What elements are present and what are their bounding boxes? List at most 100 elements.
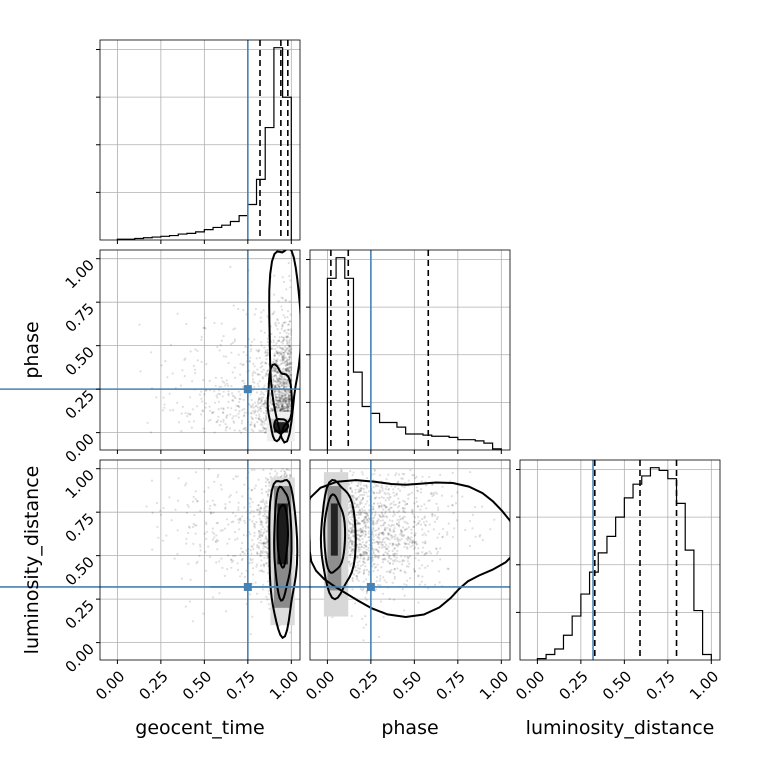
sample-point: [203, 393, 206, 396]
sample-point: [287, 398, 290, 401]
sample-point: [261, 429, 264, 432]
sample-point: [357, 482, 360, 485]
sample-point: [414, 533, 417, 537]
sample-point: [378, 532, 381, 535]
sample-point: [431, 513, 434, 516]
sample-point: [360, 487, 363, 490]
sample-point: [275, 377, 279, 380]
sample-point: [385, 581, 388, 584]
sample-point: [424, 523, 427, 526]
sample-point: [393, 560, 396, 563]
sample-point: [212, 511, 215, 514]
sample-point: [384, 526, 387, 529]
sample-point: [176, 529, 179, 532]
sample-point: [416, 505, 420, 508]
sample-point: [359, 529, 362, 532]
sample-point: [416, 543, 419, 546]
sample-point: [278, 399, 281, 402]
sample-point: [421, 575, 424, 578]
sample-point: [281, 379, 284, 382]
sample-point: [349, 556, 352, 559]
sample-point: [284, 329, 287, 332]
sample-point: [348, 536, 351, 539]
sample-point: [252, 522, 255, 525]
sample-point: [395, 523, 398, 526]
sample-point: [289, 361, 292, 364]
sample-point: [413, 540, 416, 543]
sample-point: [159, 509, 162, 512]
sample-point: [356, 521, 359, 524]
histogram-phase: [306, 249, 511, 454]
sample-point: [426, 564, 429, 568]
sample-point: [249, 505, 252, 508]
sample-point: [399, 533, 402, 536]
sample-point: [281, 308, 284, 311]
sample-point: [371, 558, 375, 562]
sample-point: [379, 519, 382, 522]
sample-point: [269, 472, 272, 475]
sample-point: [274, 384, 277, 387]
sample-point: [198, 554, 201, 557]
sample-point: [404, 542, 407, 545]
sample-point: [391, 542, 394, 545]
sample-point: [388, 508, 391, 511]
sample-point: [218, 424, 221, 427]
sample-point: [349, 538, 352, 541]
sample-point: [360, 487, 364, 490]
sample-point: [208, 507, 211, 510]
sample-point: [401, 507, 404, 510]
sample-point: [376, 569, 379, 572]
sample-point: [361, 496, 364, 499]
sample-point: [354, 497, 357, 500]
sample-point: [243, 483, 246, 486]
sample-point: [401, 534, 404, 537]
sample-point: [239, 553, 242, 556]
sample-point: [391, 562, 395, 565]
sample-point: [284, 472, 287, 475]
sample-point: [357, 546, 360, 549]
sample-point: [261, 376, 264, 379]
sample-point: [200, 335, 203, 338]
sample-point: [234, 409, 237, 412]
sample-point: [253, 424, 256, 427]
sample-point: [362, 522, 365, 525]
sample-point: [384, 512, 387, 515]
sample-point: [272, 369, 275, 372]
sample-point: [281, 297, 285, 300]
sample-point: [396, 506, 400, 509]
sample-point: [264, 403, 267, 406]
sample-point: [244, 426, 247, 429]
sample-point: [417, 574, 420, 577]
sample-point: [366, 495, 369, 498]
sample-point: [283, 357, 286, 360]
sample-point: [287, 401, 290, 404]
sample-point: [222, 390, 225, 393]
sample-point: [283, 370, 286, 373]
sample-point: [191, 408, 194, 411]
sample-point: [411, 509, 414, 513]
sample-point: [279, 408, 283, 411]
sample-point: [283, 400, 286, 403]
sample-point: [277, 322, 280, 325]
sample-point: [276, 399, 279, 402]
sample-point: [365, 540, 368, 543]
sample-point: [194, 524, 197, 527]
sample-point: [473, 505, 477, 509]
sample-point: [258, 532, 261, 535]
sample-point: [265, 372, 268, 375]
sample-point: [287, 352, 290, 355]
sample-point: [261, 542, 264, 545]
sample-point: [239, 393, 242, 396]
sample-point: [282, 408, 285, 411]
sample-point: [404, 528, 407, 531]
sample-point: [282, 354, 285, 357]
density-cell: [330, 503, 338, 556]
sample-point: [267, 488, 270, 491]
sample-point: [239, 431, 243, 434]
sample-point: [359, 553, 362, 556]
sample-point: [231, 417, 234, 420]
sample-point: [348, 523, 352, 526]
sample-point: [288, 356, 291, 359]
sample-point: [254, 523, 257, 526]
sample-point: [269, 401, 272, 404]
